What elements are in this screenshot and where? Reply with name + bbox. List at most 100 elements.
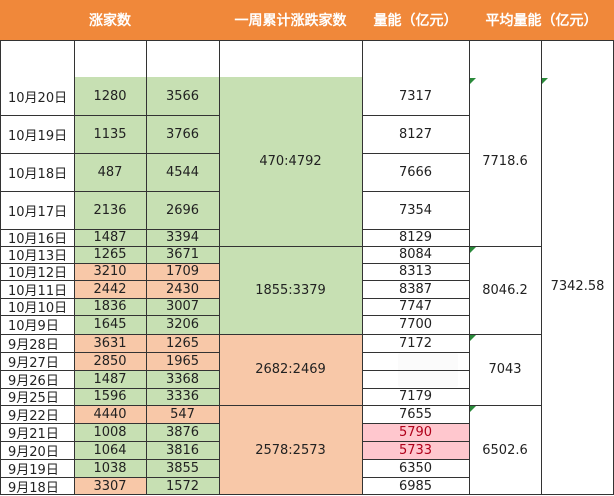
- row-up-count: 1487: [74, 229, 146, 246]
- row-date: 10月17日: [0, 191, 74, 229]
- row-date: 9月18日: [0, 477, 74, 496]
- row-up-count: 3210: [74, 263, 146, 280]
- grid-row-line: [362, 423, 469, 424]
- row-down-count: 547: [146, 405, 219, 423]
- grid-row-line: [362, 477, 469, 478]
- grid-row-line: [362, 115, 469, 116]
- row-up-count: 4440: [74, 405, 146, 423]
- grid-column-line: [219, 40, 220, 494]
- row-volume: 8127: [362, 115, 469, 153]
- grid-row-line: [362, 191, 469, 192]
- row-volume: 7172: [362, 334, 469, 352]
- row-down-count: 1709: [146, 263, 219, 280]
- row-date: 10月19日: [0, 115, 74, 153]
- cell-note-marker: [542, 78, 548, 84]
- row-up-count: 2442: [74, 280, 146, 298]
- row-up-count: 1265: [74, 246, 146, 263]
- grid-row-line: [362, 459, 469, 460]
- grid-row-line: [362, 280, 469, 281]
- row-down-count: 3876: [146, 423, 219, 441]
- row-up-count: 1280: [74, 77, 146, 115]
- row-volume: 7666: [362, 153, 469, 191]
- grid-row-line: [0, 298, 219, 299]
- grid-row-line: [0, 423, 219, 424]
- week-avg-volume: 8046.2: [469, 246, 541, 334]
- row-volume: 8313: [362, 263, 469, 280]
- row-down-count: 1265: [146, 334, 219, 352]
- header-up-count: 涨家数: [89, 13, 131, 29]
- cell-note-marker: [470, 335, 476, 341]
- row-date: 9月20日: [0, 441, 74, 460]
- grid-row-line: [362, 298, 469, 299]
- grid-column-line: [362, 40, 363, 494]
- row-date: 9月19日: [0, 459, 74, 478]
- row-date: 9月25日: [0, 388, 74, 406]
- row-up-count: 1836: [74, 298, 146, 315]
- row-date: 9月21日: [0, 423, 74, 442]
- row-volume: 5790: [362, 423, 469, 441]
- row-volume: 8129: [362, 229, 469, 246]
- week-ratio: 1855:3379: [219, 246, 362, 334]
- header-down-count: [146, 0, 219, 40]
- grid-row-line: [0, 246, 541, 247]
- grid-row-line: [0, 115, 219, 116]
- grid-row-line: [0, 334, 541, 335]
- grid-row-line: [0, 477, 219, 478]
- overall-avg-volume: 7342.58: [541, 77, 614, 495]
- row-down-count: 3816: [146, 441, 219, 459]
- row-date: 9月26日: [0, 370, 74, 389]
- grid-row-line: [0, 263, 219, 264]
- grid-row-line: [0, 441, 219, 442]
- row-date: 10月20日: [0, 77, 74, 115]
- week-avg-volume: 7043: [469, 334, 541, 405]
- grid-row-line: [0, 280, 219, 281]
- week-ratio: 470:4792: [219, 77, 362, 246]
- row-date: 9月22日: [0, 405, 74, 424]
- row-down-count: 1965: [146, 352, 219, 370]
- grid-row-line: [362, 315, 469, 316]
- row-up-count: 2850: [74, 352, 146, 370]
- row-down-count: 4544: [146, 153, 219, 191]
- row-down-count: 3007: [146, 298, 219, 315]
- week-ratio: 2578:2573: [219, 405, 362, 495]
- row-down-count: 3671: [146, 246, 219, 263]
- row-date: 10月16日: [0, 229, 74, 247]
- row-volume: 8084: [362, 246, 469, 263]
- header-row: [0, 0, 614, 40]
- row-down-count: 3566: [146, 77, 219, 115]
- grid-row-line: [362, 263, 469, 264]
- grid-row-line: [362, 388, 469, 389]
- header-avg-volume: 平均量能（亿元）: [485, 13, 598, 29]
- row-down-count: 3855: [146, 459, 219, 477]
- grid-row-line: [0, 405, 541, 406]
- grid-row-line: [362, 153, 469, 154]
- grid-row-line: [0, 191, 219, 192]
- row-volume: 5733: [362, 441, 469, 459]
- row-up-count: 1135: [74, 115, 146, 153]
- row-down-count: 3368: [146, 370, 219, 388]
- row-up-count: 1645: [74, 315, 146, 334]
- row-volume: 7700: [362, 315, 469, 334]
- grid-row-line: [0, 370, 219, 371]
- row-down-count: 3766: [146, 115, 219, 153]
- row-up-count: 1064: [74, 441, 146, 459]
- row-volume: 8387: [362, 280, 469, 298]
- grid-row-line: [0, 40, 614, 41]
- grid-row-line: [362, 229, 469, 230]
- grid-column-line: [541, 40, 542, 494]
- grid-row-line: [0, 315, 219, 316]
- grid-column-line: [146, 40, 147, 494]
- grid-column-line: [74, 40, 75, 494]
- row-date: 10月11日: [0, 280, 74, 299]
- row-up-count: 2136: [74, 191, 146, 229]
- grid-row-line: [0, 352, 219, 353]
- row-date: 10月18日: [0, 153, 74, 191]
- row-volume: 6985: [362, 477, 469, 495]
- row-date: 10月12日: [0, 263, 74, 281]
- grid-row-line: [362, 370, 469, 371]
- row-down-count: 3394: [146, 229, 219, 246]
- week-avg-volume: 7718.6: [469, 77, 541, 246]
- grid-row-line: [0, 459, 219, 460]
- row-date: 10月13日: [0, 246, 74, 264]
